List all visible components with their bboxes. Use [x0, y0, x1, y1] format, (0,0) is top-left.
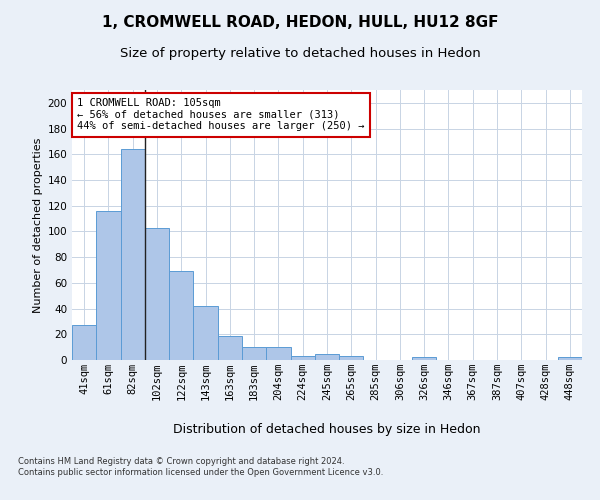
- Text: 1, CROMWELL ROAD, HEDON, HULL, HU12 8GF: 1, CROMWELL ROAD, HEDON, HULL, HU12 8GF: [102, 15, 498, 30]
- Bar: [145, 228, 169, 360]
- Bar: [290, 356, 315, 360]
- Bar: [412, 358, 436, 360]
- Bar: [121, 149, 145, 360]
- Text: Size of property relative to detached houses in Hedon: Size of property relative to detached ho…: [119, 48, 481, 60]
- Bar: [266, 347, 290, 360]
- Bar: [193, 306, 218, 360]
- Bar: [218, 336, 242, 360]
- Text: Contains HM Land Registry data © Crown copyright and database right 2024.
Contai: Contains HM Land Registry data © Crown c…: [18, 458, 383, 477]
- Text: Distribution of detached houses by size in Hedon: Distribution of detached houses by size …: [173, 422, 481, 436]
- Bar: [242, 347, 266, 360]
- Bar: [558, 358, 582, 360]
- Text: 1 CROMWELL ROAD: 105sqm
← 56% of detached houses are smaller (313)
44% of semi-d: 1 CROMWELL ROAD: 105sqm ← 56% of detache…: [77, 98, 365, 132]
- Bar: [315, 354, 339, 360]
- Bar: [96, 211, 121, 360]
- Bar: [339, 356, 364, 360]
- Bar: [72, 326, 96, 360]
- Y-axis label: Number of detached properties: Number of detached properties: [33, 138, 43, 312]
- Bar: [169, 272, 193, 360]
